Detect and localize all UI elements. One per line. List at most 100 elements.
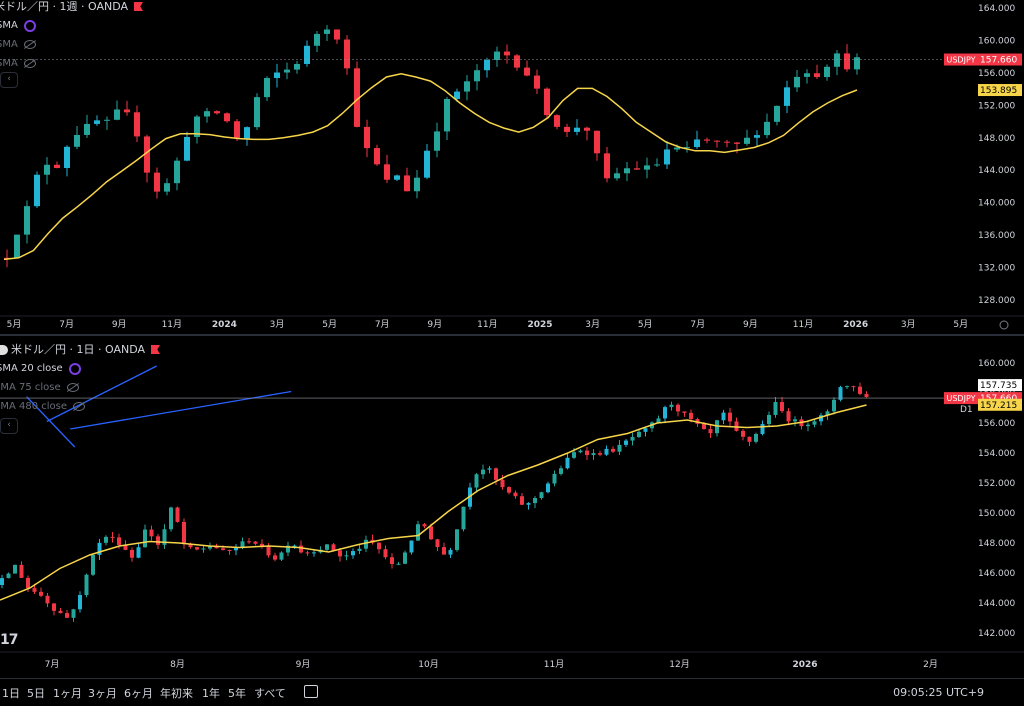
candle — [845, 386, 849, 388]
candle — [299, 545, 303, 553]
symbol-label: USDJPY — [947, 394, 976, 403]
time-axis-tick: 2月 — [923, 659, 938, 670]
candle — [194, 116, 200, 137]
candle — [734, 142, 740, 144]
candle — [264, 77, 270, 98]
weekly-chart-pane[interactable]: 164.000 160.000 156.000 152.000 148.000 144.0… — [0, 0, 1024, 334]
time-axis-tick: 7月 — [375, 319, 390, 330]
candle — [266, 546, 271, 556]
candle — [494, 51, 500, 60]
candle — [195, 547, 199, 550]
daily-sma-20-label[interactable]: SMA 20 close — [0, 362, 63, 374]
candle — [455, 529, 459, 550]
weekly-symbol-title[interactable]: 米ドル／円 · 1週 · OANDA — [0, 0, 128, 13]
candle — [664, 149, 670, 165]
last-price-box — [978, 53, 1022, 66]
candle — [572, 452, 576, 458]
weekly-chart[interactable]: 164.000 160.000 156.000 152.000 148.000 144.0… — [0, 0, 1024, 334]
hidden-eye-icon[interactable] — [23, 59, 36, 68]
clock-utc[interactable]: 09:05:25 UTC+9 — [893, 686, 984, 699]
candle — [364, 126, 370, 149]
timeframe-ytd[interactable]: 年初来 — [160, 687, 193, 700]
timeframe-1m[interactable]: 1ヶ月 — [53, 687, 82, 700]
candle — [351, 551, 355, 556]
candle — [254, 97, 260, 128]
daily-sma-480-label[interactable]: SMA 480 close — [0, 400, 68, 412]
candle — [504, 51, 510, 56]
collapse-legend-button[interactable]: ‹ — [0, 418, 18, 434]
candle — [6, 573, 11, 579]
candle — [143, 529, 147, 548]
timeframe-6m[interactable]: 6ヶ月 — [124, 687, 153, 700]
candle — [434, 131, 440, 151]
candle — [253, 541, 258, 544]
candle — [643, 428, 648, 432]
candle — [637, 431, 641, 437]
candle — [634, 168, 640, 170]
candle — [741, 430, 745, 437]
candle — [819, 415, 823, 422]
candle — [689, 412, 693, 420]
time-axis-tick: 5月 — [7, 319, 22, 330]
candle — [260, 543, 264, 547]
candle — [464, 81, 470, 92]
pane-divider[interactable] — [0, 334, 1024, 336]
candle — [825, 411, 830, 416]
candle — [786, 411, 791, 422]
candle — [149, 529, 154, 537]
candle — [513, 492, 518, 497]
daily-chart-pane[interactable]: 160.000158.000156.000154.000152.000150.0… — [0, 336, 1024, 678]
candle — [13, 564, 17, 574]
collapse-legend-button[interactable]: ‹ — [0, 72, 18, 88]
candle — [130, 549, 134, 558]
settings-icon[interactable] — [68, 362, 81, 375]
timeframe-1d[interactable]: 1日 — [2, 687, 20, 700]
candle — [384, 164, 390, 180]
timeframe-1y[interactable]: 1年 — [202, 687, 220, 700]
candle — [444, 98, 450, 132]
timeframe-all[interactable]: すべて — [254, 687, 286, 700]
candle — [684, 147, 690, 149]
tradingview-logo[interactable]: 17 — [0, 632, 19, 648]
timeframe-5d[interactable]: 5日 — [27, 687, 45, 700]
time-axis-tick: 11月 — [793, 319, 813, 330]
candle — [804, 73, 810, 77]
candle — [292, 545, 297, 547]
hidden-eye-icon[interactable] — [23, 40, 36, 49]
price-axis-tick: 156.000 — [978, 69, 1015, 79]
candle — [84, 123, 90, 135]
daily-symbol-title[interactable]: 米ドル／円 · 1日 · OANDA — [11, 342, 145, 356]
candle — [624, 168, 630, 174]
time-axis-tick: 11月 — [544, 659, 564, 670]
price-label-group: USDJPY 157.660 153.895 — [944, 53, 1022, 97]
candle — [39, 591, 43, 596]
candle — [104, 119, 110, 121]
candle — [812, 421, 817, 425]
weekly-sma-1-label[interactable]: SMA — [0, 19, 18, 31]
candle — [481, 469, 485, 475]
candle — [19, 564, 24, 578]
hidden-eye-icon[interactable] — [73, 402, 86, 411]
time-axis-tick: 5月 — [322, 319, 337, 330]
candle — [404, 175, 410, 192]
candle — [169, 507, 173, 530]
candle — [824, 66, 830, 78]
candle — [208, 545, 212, 549]
settings-icon[interactable] — [23, 19, 36, 32]
hidden-eye-icon[interactable] — [66, 383, 79, 392]
candle — [754, 135, 760, 138]
candle — [435, 539, 440, 548]
timeframe-3m[interactable]: 3ヶ月 — [88, 687, 117, 700]
time-axis-tick: 5月 — [953, 319, 968, 330]
candle — [354, 68, 360, 127]
candle — [4, 257, 10, 259]
weekly-sma-3-label[interactable]: SMA — [0, 57, 18, 69]
candle — [468, 487, 472, 507]
date-range-calendar-icon[interactable] — [304, 685, 318, 698]
daily-chart[interactable]: 160.000158.000156.000154.000152.000150.0… — [0, 336, 1024, 678]
candle — [546, 483, 550, 493]
timeframe-5y[interactable]: 5年 — [228, 687, 246, 700]
weekly-sma-2-label[interactable]: SMA — [0, 38, 18, 50]
daily-sma-75-label[interactable]: SMA 75 close — [0, 381, 61, 393]
time-axis-tick: 5月 — [638, 319, 653, 330]
